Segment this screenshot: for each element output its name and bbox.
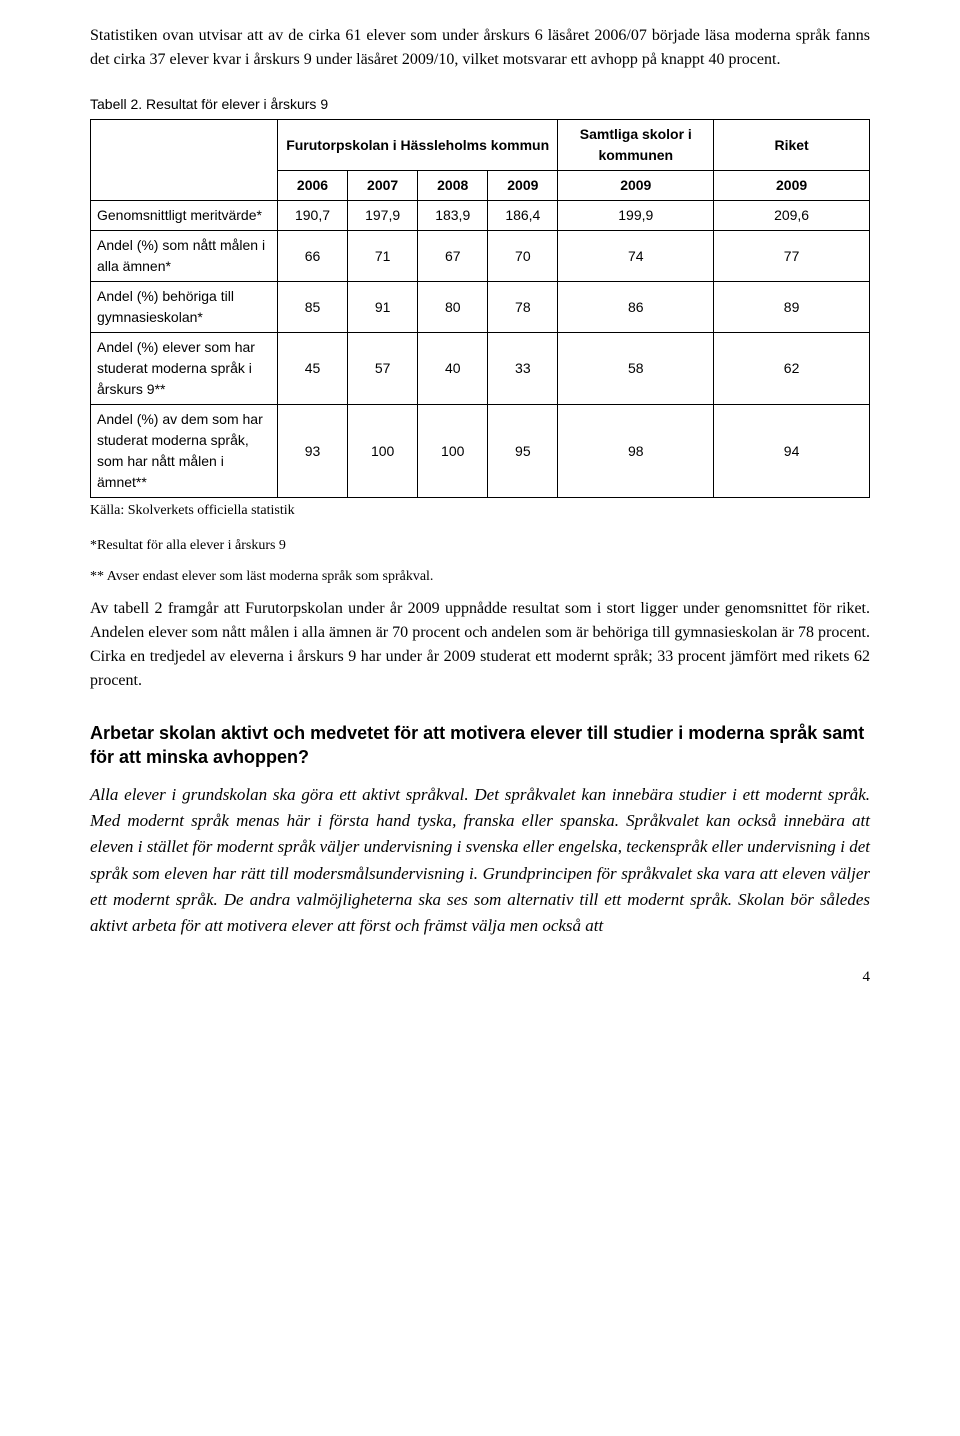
page: Statistiken ovan utvisar att av de cirka… (0, 0, 960, 1028)
row-label: Genomsnittligt meritvärde* (91, 201, 278, 231)
cell: 86 (558, 282, 714, 333)
table-row: Genomsnittligt meritvärde* 190,7 197,9 1… (91, 201, 870, 231)
section-heading: Arbetar skolan aktivt och medvetet för a… (90, 721, 870, 770)
header-year-3: 2009 (488, 171, 558, 201)
cell: 95 (488, 405, 558, 498)
header-school: Furutorpskolan i Hässleholms kommun (277, 120, 557, 171)
cell: 78 (488, 282, 558, 333)
cell: 70 (488, 231, 558, 282)
footnote-1: *Resultat för alla elever i årskurs 9 (90, 535, 870, 556)
table-row: Andel (%) elever som har studerat modern… (91, 333, 870, 405)
table-row: Andel (%) behöriga till gymnasieskolan* … (91, 282, 870, 333)
table-header-row-1: Furutorpskolan i Hässleholms kommun Samt… (91, 120, 870, 171)
cell: 74 (558, 231, 714, 282)
cell: 62 (714, 333, 870, 405)
header-year-5: 2009 (714, 171, 870, 201)
cell: 77 (714, 231, 870, 282)
cell: 100 (348, 405, 418, 498)
cell: 80 (418, 282, 488, 333)
table-source: Källa: Skolverkets officiella statistik (90, 500, 870, 521)
table-row: Andel (%) av dem som har studerat modern… (91, 405, 870, 498)
row-label: Andel (%) som nått målen i alla ämnen* (91, 231, 278, 282)
cell: 45 (277, 333, 347, 405)
cell: 94 (714, 405, 870, 498)
cell: 98 (558, 405, 714, 498)
cell: 66 (277, 231, 347, 282)
cell: 40 (418, 333, 488, 405)
row-label: Andel (%) elever som har studerat modern… (91, 333, 278, 405)
cell: 209,6 (714, 201, 870, 231)
results-table: Furutorpskolan i Hässleholms kommun Samt… (90, 119, 870, 498)
cell: 190,7 (277, 201, 347, 231)
footnote-2: ** Avser endast elever som läst moderna … (90, 566, 870, 587)
header-year-2: 2008 (418, 171, 488, 201)
cell: 89 (714, 282, 870, 333)
header-blank (91, 120, 278, 201)
row-label: Andel (%) av dem som har studerat modern… (91, 405, 278, 498)
header-kommunen: Samtliga skolor i kommunen (558, 120, 714, 171)
table-caption: Tabell 2. Resultat för elever i årskurs … (90, 94, 870, 115)
cell: 183,9 (418, 201, 488, 231)
cell: 58 (558, 333, 714, 405)
cell: 85 (277, 282, 347, 333)
header-year-0: 2006 (277, 171, 347, 201)
page-number: 4 (90, 966, 870, 989)
intro-paragraph: Statistiken ovan utvisar att av de cirka… (90, 24, 870, 72)
italic-paragraph: Alla elever i grundskolan ska göra ett a… (90, 782, 870, 940)
row-label: Andel (%) behöriga till gymnasieskolan* (91, 282, 278, 333)
cell: 57 (348, 333, 418, 405)
cell: 91 (348, 282, 418, 333)
table-body: Genomsnittligt meritvärde* 190,7 197,9 1… (91, 201, 870, 498)
header-year-4: 2009 (558, 171, 714, 201)
header-year-1: 2007 (348, 171, 418, 201)
cell: 197,9 (348, 201, 418, 231)
cell: 71 (348, 231, 418, 282)
cell: 67 (418, 231, 488, 282)
cell: 186,4 (488, 201, 558, 231)
cell: 33 (488, 333, 558, 405)
after-table-paragraph: Av tabell 2 framgår att Furutorpskolan u… (90, 597, 870, 693)
cell: 93 (277, 405, 347, 498)
cell: 199,9 (558, 201, 714, 231)
table-row: Andel (%) som nått målen i alla ämnen* 6… (91, 231, 870, 282)
cell: 100 (418, 405, 488, 498)
header-riket: Riket (714, 120, 870, 171)
